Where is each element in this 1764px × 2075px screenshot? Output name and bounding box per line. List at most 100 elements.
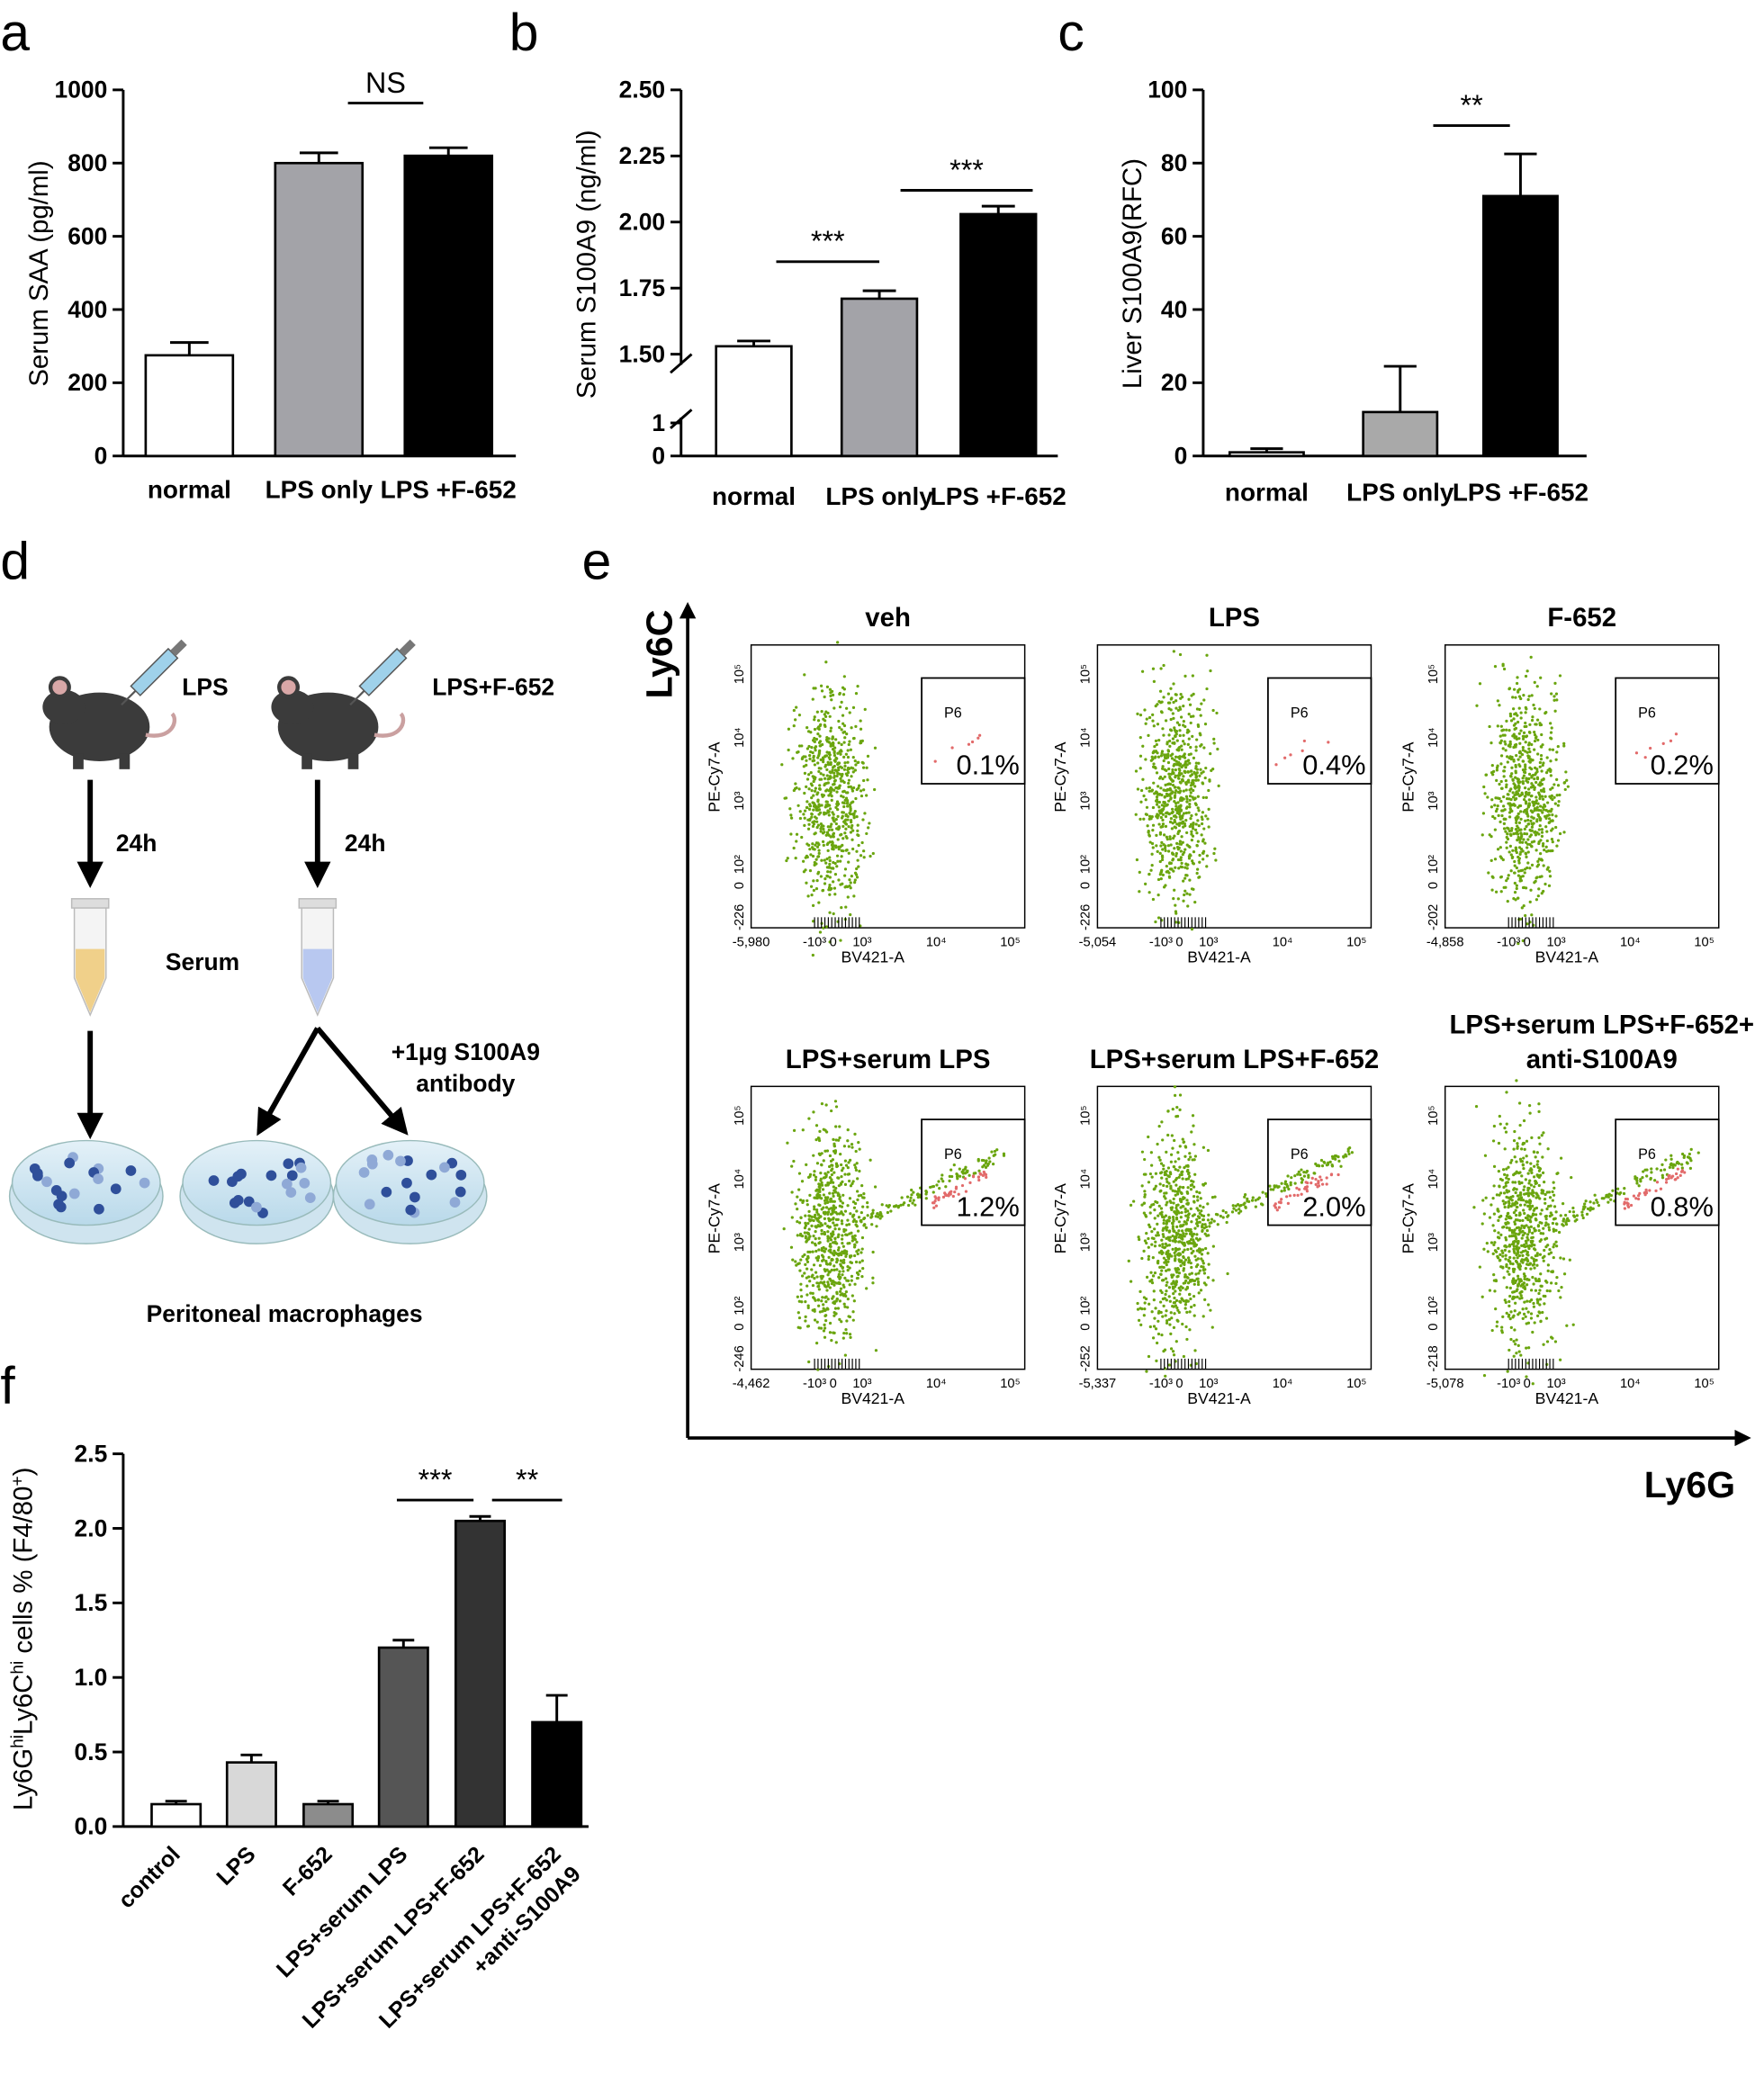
event-dot (1175, 1217, 1178, 1219)
event-dot (1536, 1252, 1539, 1254)
x-channel-label: BV421-A (1187, 948, 1251, 966)
event-dot (1143, 1211, 1146, 1214)
event-dot (950, 1168, 952, 1171)
event-dot (1523, 1193, 1526, 1196)
event-dot (1680, 1163, 1683, 1165)
event-dot (889, 1209, 892, 1212)
flow-plot: P60.1%veh10⁵10⁴10³10²0-226PE-Cy7-A-10³01… (705, 603, 1024, 966)
event-dot (1183, 812, 1185, 814)
event-dot (1548, 1226, 1551, 1228)
event-dot (1546, 868, 1549, 871)
event-dot (806, 842, 808, 845)
event-dot (843, 675, 846, 678)
cell-dot (51, 1185, 62, 1196)
event-dot (1521, 1219, 1524, 1222)
event-dot (1150, 1279, 1153, 1281)
y-tick-label: 400 (68, 296, 107, 323)
event-dot (843, 687, 846, 690)
event-dot (1512, 832, 1515, 835)
event-dot (1526, 1200, 1528, 1203)
event-dot (1209, 1309, 1211, 1312)
event-dot (806, 1222, 809, 1225)
event-dot (1184, 1280, 1187, 1282)
event-dot (1519, 804, 1522, 807)
event-dot (814, 1271, 817, 1274)
event-dot (1499, 876, 1502, 878)
event-dot (819, 812, 822, 814)
event-dot (1517, 1226, 1520, 1229)
event-dot (1534, 802, 1537, 804)
event-dot (1160, 1270, 1163, 1272)
event-dot (808, 1280, 811, 1282)
event-dot (1155, 1172, 1157, 1175)
event-dot (1314, 1163, 1317, 1165)
event-dot (1518, 1171, 1521, 1173)
event-dot (1181, 696, 1184, 698)
event-dot (1547, 849, 1550, 852)
x-tick-label: F-652 (278, 1842, 338, 1901)
event-dot (1339, 1165, 1342, 1168)
event-dot (1198, 775, 1201, 777)
event-dot (1153, 1208, 1156, 1211)
event-dot (1551, 1190, 1553, 1193)
event-dot (1183, 894, 1185, 896)
event-dot (1506, 1215, 1508, 1217)
event-dot (1144, 758, 1147, 760)
event-dot (1139, 801, 1142, 804)
event-dot (1482, 786, 1485, 788)
event-dot (1176, 1192, 1179, 1195)
syringe-icon (117, 638, 189, 710)
y-min-label: -202 (1426, 904, 1441, 930)
event-dot (1507, 1270, 1509, 1272)
event-dot (834, 873, 837, 876)
event-dot (1145, 786, 1148, 789)
event-dot (1492, 1253, 1495, 1255)
event-dot (1190, 770, 1192, 773)
event-dot (976, 737, 979, 740)
event-dot (819, 930, 822, 933)
event-dot (1510, 1205, 1513, 1208)
event-dot (832, 694, 834, 696)
event-dot (1525, 779, 1527, 782)
y-tick-label: 100 (1148, 76, 1187, 103)
event-dot (1528, 1204, 1531, 1207)
event-dot (1165, 1309, 1167, 1312)
event-dot (1518, 687, 1521, 690)
event-dot (1167, 1181, 1170, 1184)
event-dot (1497, 1247, 1499, 1250)
event-dot (1542, 1343, 1544, 1346)
event-dot (1184, 890, 1186, 893)
event-dot (1176, 740, 1179, 742)
event-dot (837, 761, 840, 764)
event-dot (1527, 1226, 1530, 1229)
event-dot (833, 1200, 836, 1203)
event-dot (813, 1263, 815, 1266)
event-dot (1159, 1212, 1162, 1215)
event-dot (1552, 1270, 1554, 1272)
event-dot (804, 772, 806, 775)
event-dot (1526, 1278, 1528, 1280)
event-dot (1527, 1346, 1530, 1349)
event-dot (1526, 754, 1529, 757)
event-dot (820, 822, 823, 825)
event-dot (1180, 1171, 1183, 1173)
event-dot (1550, 732, 1552, 734)
event-dot (1207, 789, 1210, 792)
event-dot (1180, 715, 1183, 718)
x-tick-label: 0 (830, 1377, 837, 1391)
event-dot (1182, 1177, 1184, 1180)
event-dot (1542, 764, 1544, 767)
event-dot (811, 789, 814, 792)
event-dot (1493, 1229, 1496, 1232)
event-dot (1482, 1248, 1485, 1251)
event-dot (1655, 1167, 1658, 1170)
event-dot (867, 755, 869, 758)
event-dot (793, 1129, 796, 1132)
event-dot (1181, 755, 1184, 758)
event-dot (821, 1296, 824, 1298)
event-dot (958, 1175, 961, 1178)
event-dot (1552, 1187, 1555, 1190)
event-dot (800, 1300, 803, 1303)
event-dot (812, 687, 814, 689)
event-dot (1185, 807, 1188, 810)
